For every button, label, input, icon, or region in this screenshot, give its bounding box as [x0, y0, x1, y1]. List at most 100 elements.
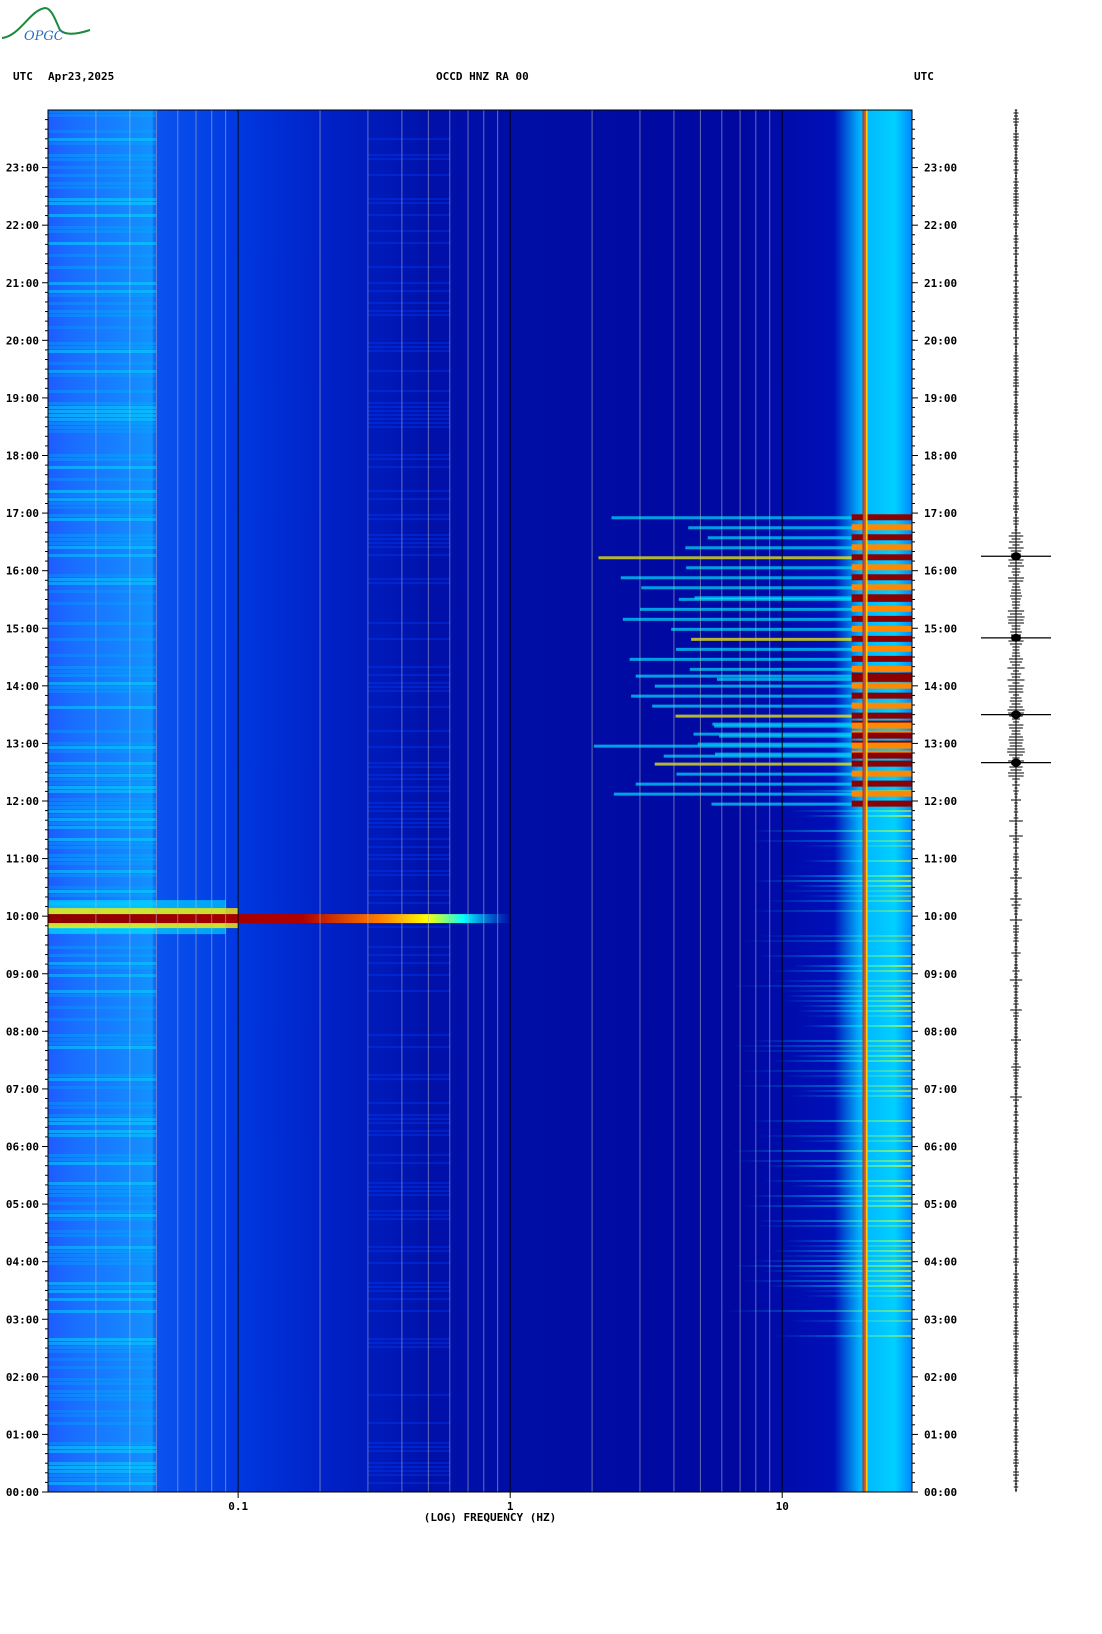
noise-band — [48, 426, 157, 429]
noise-band — [48, 138, 157, 141]
event-band — [707, 536, 912, 540]
noise-band — [367, 746, 450, 748]
noise-band — [48, 1410, 157, 1413]
noise-band — [367, 230, 450, 232]
event-band — [613, 792, 912, 796]
noise-band — [367, 518, 450, 520]
noise-band — [788, 810, 912, 812]
noise-band — [48, 458, 157, 461]
noise-band — [367, 1182, 450, 1184]
noise-band — [799, 1290, 912, 1292]
noise-band — [48, 874, 157, 877]
noise-band — [367, 1282, 450, 1284]
noise-band — [48, 1186, 157, 1189]
noise-band — [367, 686, 450, 688]
noise-band — [782, 790, 912, 792]
noise-band — [48, 374, 157, 377]
noise-band — [367, 290, 450, 292]
y-tick-label-left: 03:00 — [6, 1313, 39, 1326]
y-tick-label-left: 20:00 — [6, 334, 39, 347]
noise-band — [48, 954, 157, 957]
noise-band — [367, 1394, 450, 1396]
noise-band — [724, 1310, 912, 1312]
y-tick-label-left: 19:00 — [6, 392, 39, 405]
noise-band — [367, 974, 450, 976]
noise-band — [48, 730, 157, 733]
noise-band — [48, 762, 157, 765]
noise-band — [48, 846, 157, 849]
event-band — [693, 732, 912, 736]
noise-band — [752, 1260, 912, 1262]
noise-band — [48, 226, 157, 229]
noise-band — [48, 1474, 157, 1477]
noise-band — [367, 158, 450, 160]
noise-band — [797, 1090, 912, 1092]
noise-band — [48, 1218, 157, 1221]
noise-band — [748, 910, 912, 912]
noise-band — [764, 1165, 912, 1167]
noise-band — [48, 894, 157, 897]
noise-band — [48, 130, 157, 133]
noise-band — [48, 1102, 157, 1105]
noise-band — [48, 1262, 157, 1265]
noise-band — [367, 422, 450, 424]
noise-band — [367, 1422, 450, 1424]
noise-band — [48, 578, 157, 581]
noise-band — [48, 806, 157, 809]
event-band — [611, 516, 912, 520]
noise-band — [48, 766, 157, 769]
y-tick-label-left: 15:00 — [6, 622, 39, 635]
noise-band — [793, 965, 912, 967]
noise-band — [367, 1190, 450, 1192]
noise-band — [757, 1135, 912, 1137]
event-band — [851, 534, 912, 541]
noise-band — [48, 1390, 157, 1393]
noise-band — [367, 730, 450, 732]
noise-band — [367, 314, 450, 316]
noise-band — [48, 786, 157, 789]
event-band — [851, 564, 912, 571]
noise-band — [48, 966, 157, 969]
noise-band — [48, 670, 157, 673]
noise-band — [367, 582, 450, 584]
noise-band — [798, 1005, 912, 1007]
noise-band — [367, 1262, 450, 1264]
noise-band — [48, 266, 157, 269]
utc-label-left: UTC — [13, 70, 33, 83]
logo: OPGC — [0, 0, 95, 49]
noise-band — [48, 682, 157, 685]
noise-band — [729, 985, 912, 987]
x-tick-label: 0.1 — [228, 1500, 248, 1513]
noise-band — [367, 310, 450, 312]
noise-band — [750, 1120, 912, 1122]
event-band — [851, 584, 912, 591]
event-band — [48, 914, 511, 924]
noise-band — [367, 542, 450, 544]
noise-band — [367, 926, 450, 928]
noise-band — [48, 946, 157, 949]
event-band — [620, 576, 912, 580]
noise-band — [735, 1085, 912, 1087]
noise-band — [48, 1134, 157, 1137]
noise-band — [48, 142, 157, 145]
trace-spike — [1011, 633, 1021, 642]
noise-band — [48, 1298, 157, 1301]
noise-band — [48, 690, 157, 693]
event-band — [851, 712, 912, 719]
x-tick-label: 10 — [776, 1500, 789, 1513]
event-band — [622, 617, 912, 621]
event-band — [851, 692, 912, 699]
y-tick-label-right: 17:00 — [924, 507, 957, 520]
noise-band — [367, 390, 450, 392]
utc-label-right: UTC — [914, 70, 934, 83]
event-band — [851, 675, 912, 682]
event-band — [676, 772, 912, 776]
noise-band — [732, 1045, 912, 1047]
y-tick-label-right: 08:00 — [924, 1025, 957, 1038]
noise-band — [367, 902, 450, 904]
noise-band — [48, 622, 157, 625]
event-band — [851, 702, 912, 709]
noise-band — [48, 538, 157, 541]
noise-band — [48, 826, 157, 829]
logo-text: OPGC — [24, 29, 64, 44]
